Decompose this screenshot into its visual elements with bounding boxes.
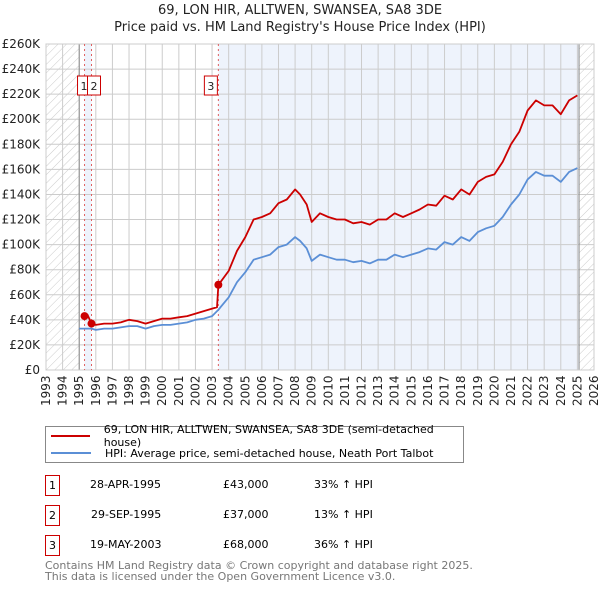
- x-tick-label: 2018: [454, 375, 468, 406]
- plot-border: [45, 43, 595, 371]
- footer-copyright: Contains HM Land Registry data © Crown c…: [45, 559, 473, 572]
- x-tick-label: 2015: [404, 375, 418, 406]
- property-price-line: [84, 94, 578, 326]
- x-tick-label: 2014: [388, 375, 402, 406]
- x-tick-label: 2023: [537, 375, 551, 406]
- transaction-hpi: 36% ↑ HPI: [314, 538, 373, 551]
- y-tick-label: £220K: [2, 87, 42, 101]
- hpi-line: [79, 167, 578, 331]
- transaction-number: 2: [45, 505, 60, 526]
- transaction-number: 3: [45, 535, 60, 556]
- sale-label: 2: [91, 80, 98, 93]
- x-tick-label: 1997: [105, 375, 119, 406]
- legend-label-hpi: HPI: Average price, semi-detached house,…: [105, 446, 434, 460]
- x-tick-label: 2006: [255, 375, 269, 406]
- legend-swatch-red: [51, 435, 90, 437]
- sale-point: [80, 312, 89, 321]
- x-tick-label: 2000: [155, 375, 169, 406]
- x-tick-label: 2005: [238, 375, 252, 406]
- transaction-number: 1: [45, 475, 60, 496]
- transaction-price: £37,000: [223, 508, 269, 521]
- x-tick-label: 2011: [338, 375, 352, 406]
- x-tick-label: 2012: [355, 375, 369, 406]
- legend: 69, LON HIR, ALLTWEN, SWANSEA, SA8 3DE (…: [45, 423, 464, 463]
- sale-point: [214, 280, 223, 289]
- sale-label: 1: [81, 80, 88, 93]
- x-tick-label: 2009: [305, 375, 319, 406]
- sale-point: [87, 319, 96, 328]
- legend-item-hpi: HPI: Average price, semi-detached house,…: [51, 445, 433, 461]
- y-tick-label: £100K: [2, 238, 42, 252]
- y-tick-label: £80K: [9, 263, 41, 277]
- x-tick-label: 2003: [205, 375, 219, 406]
- chart-title: 69, LON HIR, ALLTWEN, SWANSEA, SA8 3DE: [157, 3, 443, 18]
- x-tick-label: 2024: [554, 375, 568, 406]
- sale-label-box: [87, 75, 102, 96]
- x-tick-label: 1999: [139, 375, 153, 406]
- x-tick-label: 2016: [421, 375, 435, 406]
- transaction-hpi: 33% ↑ HPI: [314, 478, 373, 491]
- x-tick-label: 2017: [438, 375, 452, 406]
- y-tick-label: £40K: [9, 313, 41, 327]
- y-tick-label: £140K: [2, 187, 42, 201]
- y-tick-label: £120K: [2, 213, 42, 227]
- x-tick-label: 2025: [570, 375, 584, 406]
- x-tick-label: 2004: [222, 375, 236, 406]
- x-tick-label: 1996: [89, 375, 103, 406]
- y-tick-label: £160K: [2, 162, 42, 176]
- legend-swatch-blue: [51, 452, 91, 454]
- ownership-shade: [84, 44, 92, 370]
- x-tick-label: 2007: [271, 375, 285, 406]
- chart-subtitle: Price paid vs. HM Land Registry's House …: [114, 20, 486, 35]
- y-tick-label: £240K: [2, 62, 42, 76]
- x-tick-label: 2022: [521, 375, 535, 406]
- x-tick-label: 2008: [288, 375, 302, 406]
- y-tick-label: £260K: [2, 37, 42, 51]
- x-tick-label: 2026: [587, 375, 600, 406]
- x-tick-label: 1993: [39, 375, 53, 406]
- x-tick-label: 2010: [321, 375, 335, 406]
- x-tick-label: 2002: [188, 375, 202, 406]
- sale-label-box: [203, 75, 218, 96]
- transaction-price: £43,000: [223, 478, 269, 491]
- x-tick-label: 2019: [471, 375, 485, 406]
- x-tick-label: 1998: [122, 375, 136, 406]
- price-chart: 1993 1994 1995 1996 1997 1998 1999 2000 2001 2002…: [2, 37, 600, 406]
- x-tick-label: 2020: [487, 375, 501, 406]
- transaction-date: 19-MAY-2003: [90, 538, 162, 551]
- transaction-hpi: 13% ↑ HPI: [314, 508, 373, 521]
- sale-label: 3: [207, 80, 214, 93]
- x-tick-label: 2021: [504, 375, 518, 406]
- x-tick-label: 1994: [56, 375, 70, 406]
- footer: Contains HM Land Registry data © Crown c…: [45, 560, 473, 582]
- legend-item-property: 69, LON HIR, ALLTWEN, SWANSEA, SA8 3DE (…: [51, 423, 463, 449]
- transaction-price: £68,000: [223, 538, 269, 551]
- legend-label-property: 69, LON HIR, ALLTWEN, SWANSEA, SA8 3DE (…: [103, 423, 434, 449]
- y-tick-label: £180K: [2, 137, 42, 151]
- x-tick-label: 2013: [371, 375, 385, 406]
- transaction-date: 29-SEP-1995: [91, 508, 162, 521]
- footer-licence: This data is licensed under the Open Gov…: [45, 570, 396, 583]
- y-tick-label: £60K: [9, 288, 41, 302]
- y-tick-label: £200K: [2, 112, 42, 126]
- no-data-hatch: [579, 44, 594, 370]
- y-tick-label: £0: [25, 363, 40, 377]
- y-tick-label: £20K: [9, 338, 41, 352]
- x-tick-label: 1995: [72, 375, 86, 406]
- ownership-shade: [218, 44, 580, 370]
- x-tick-label: 2001: [172, 375, 186, 406]
- transaction-date: 28-APR-1995: [90, 478, 162, 491]
